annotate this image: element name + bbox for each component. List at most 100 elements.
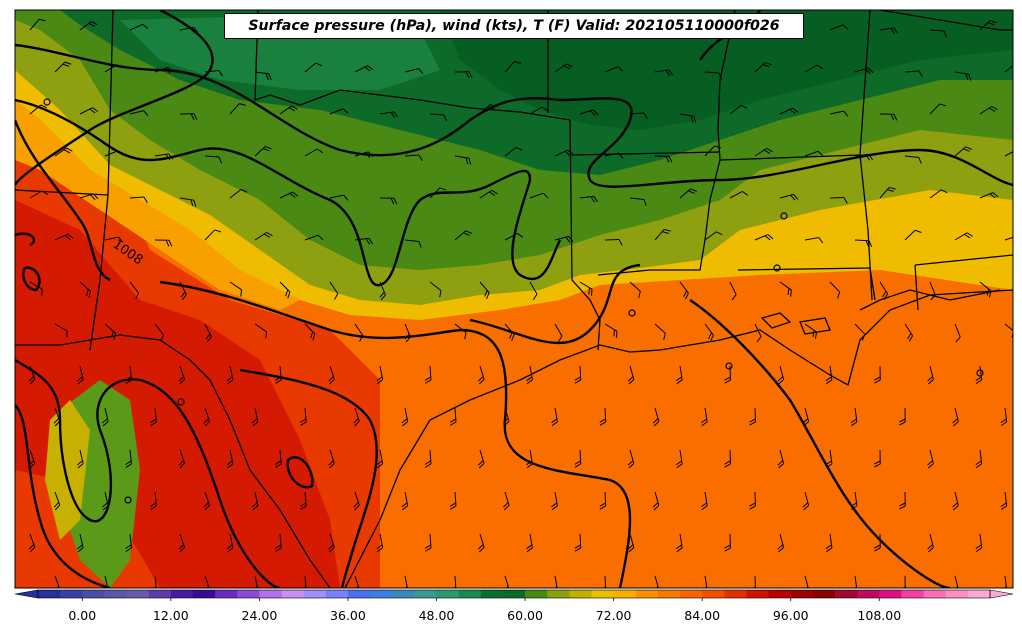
wind-barb (929, 189, 948, 199)
colorbar-segment (923, 590, 947, 598)
wind-barb (629, 281, 641, 298)
wind-barb (1000, 407, 1008, 427)
wind-barb (829, 197, 848, 204)
wind-barb (379, 281, 386, 301)
wind-barb (679, 281, 689, 300)
wind-barb (279, 281, 291, 299)
state-boundary (914, 254, 1013, 266)
wind-barb (125, 449, 132, 468)
wind-barb (129, 23, 149, 31)
colorbar-segment (192, 590, 216, 598)
wind-barb (579, 195, 599, 203)
wind-barb (754, 61, 772, 73)
wind-barb (429, 187, 447, 199)
wind-barbs (28, 18, 1013, 588)
wind-barb (125, 533, 132, 552)
wind-barb (503, 491, 510, 511)
wind-barb (802, 491, 810, 511)
wind-barb (479, 281, 490, 299)
wind-barb (304, 323, 316, 341)
colorbar-tick-labels: 0.00 12.00 24.00 36.00 48.00 60.00 72.00 84.00 9… (0, 600, 1022, 630)
colorbar-segment (237, 590, 260, 598)
wind-barb (354, 237, 374, 245)
wind-barb (204, 155, 223, 164)
wind-barb (179, 113, 198, 120)
wind-barb (804, 64, 823, 73)
wind-barb (178, 365, 186, 385)
colorbar-segment (635, 590, 659, 598)
wind-barb (879, 27, 899, 35)
wind-barb (874, 533, 881, 552)
state-boundary (879, 10, 1013, 31)
state-boundary (859, 154, 873, 301)
colorbar-segment (259, 590, 282, 598)
wind-barb (574, 365, 582, 384)
wind-barb (101, 407, 109, 427)
wind-barb (29, 104, 48, 115)
wind-barb (404, 154, 423, 162)
wind-barb (704, 323, 714, 342)
city-marker (725, 362, 733, 370)
wind-barb (551, 491, 558, 511)
colorbar-segment (680, 590, 703, 598)
wind-barb (449, 407, 457, 426)
colorbar-segment (525, 590, 548, 598)
wind-barb (954, 146, 972, 157)
wind-barb (724, 533, 731, 552)
boundaries (15, 10, 1013, 588)
wind-barb (304, 234, 324, 241)
wind-barb (629, 112, 648, 120)
colorbar-segment (967, 590, 991, 598)
wind-barb (101, 491, 109, 511)
colorbar-segment (458, 590, 482, 598)
state-boundary (107, 10, 114, 196)
wind-barb (604, 152, 624, 159)
wind-barb (899, 491, 906, 510)
wind-barb (449, 491, 457, 510)
wind-barb (274, 533, 282, 552)
wind-barb (54, 147, 73, 157)
wind-barb (328, 449, 335, 469)
wind-barb (979, 192, 999, 199)
wind-barb (178, 449, 186, 469)
wind-barb (654, 323, 666, 340)
colorbar-segment (835, 590, 858, 598)
state-boundary (254, 10, 571, 121)
isobar (15, 119, 111, 282)
wind-barb (975, 533, 983, 553)
wind-barb (150, 491, 157, 510)
wind-barb (229, 103, 246, 115)
wind-barb (526, 533, 533, 553)
isobar (689, 299, 951, 588)
colorbar-tick-label: 36.00 (330, 608, 366, 623)
wind-barb (599, 407, 607, 426)
wind-barb (754, 323, 762, 343)
wind-barb (54, 61, 72, 73)
wind-barb (574, 533, 582, 552)
wind-barb (328, 533, 335, 553)
colorbar-segment (790, 590, 814, 598)
city-markers (43, 98, 984, 504)
wind-barb (899, 407, 906, 426)
wind-barb (952, 491, 959, 511)
wind-barb (79, 107, 99, 115)
colorbar-segment (768, 590, 792, 598)
wind-barb (825, 449, 833, 469)
wind-barb (675, 449, 683, 469)
wind-barb (604, 66, 624, 73)
wind-barb (178, 533, 186, 553)
wind-barb (424, 533, 432, 552)
colorbar-segment (281, 590, 305, 598)
wind-barb (754, 234, 774, 241)
wind-barb (28, 365, 36, 385)
colorbar-segment (347, 590, 371, 598)
wind-barb (854, 239, 873, 248)
wind-barb (604, 239, 623, 246)
wind-barb (478, 449, 485, 469)
wind-barb (179, 26, 199, 34)
wind-barb (526, 449, 533, 469)
wind-barb (829, 24, 849, 31)
isobar (469, 263, 641, 345)
city-marker (780, 212, 788, 220)
wind-barb (76, 449, 84, 469)
